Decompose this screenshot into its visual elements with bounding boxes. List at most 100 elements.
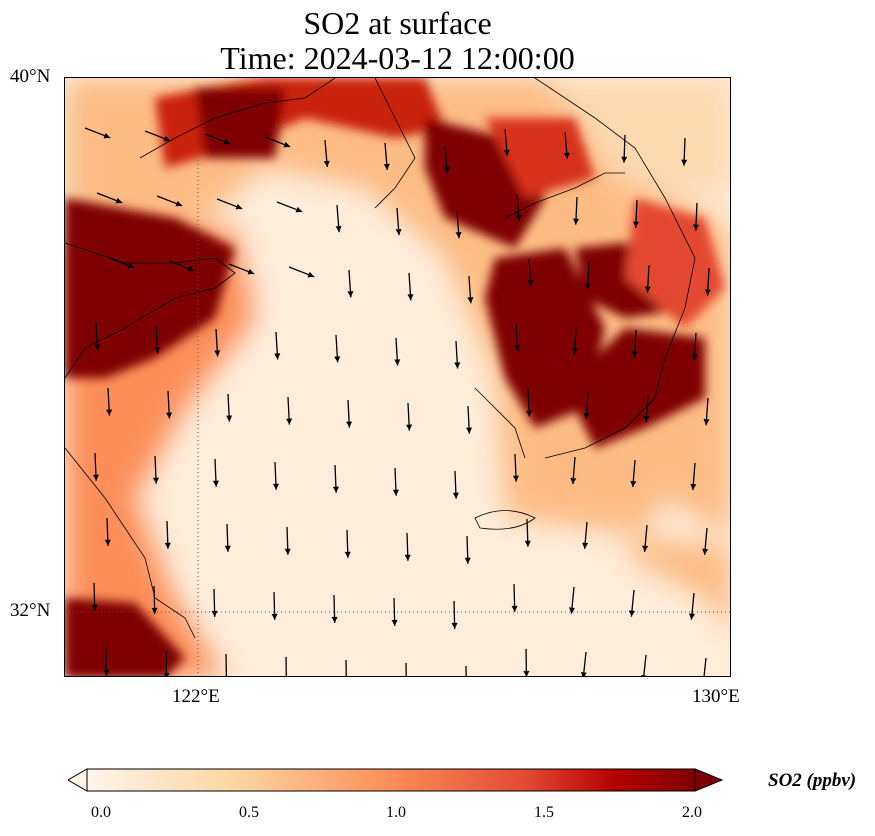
wind-arrow-head bbox=[466, 427, 473, 434]
map-title: SO2 at surface bbox=[303, 5, 492, 41]
wind-arrow-head bbox=[621, 156, 628, 163]
wind-arrow-head bbox=[307, 271, 315, 278]
colorbar-tick: 0.5 bbox=[239, 804, 259, 821]
wind-arrow-head bbox=[569, 607, 575, 614]
wind-arrow-head bbox=[104, 539, 111, 546]
wind-arrow-head bbox=[454, 362, 461, 369]
wind-arrow-head bbox=[103, 132, 111, 139]
wind-arrow-head bbox=[584, 283, 591, 290]
wind-arrow-head bbox=[187, 265, 195, 272]
colorbar-max-extend bbox=[694, 768, 724, 792]
wind-arrow-head bbox=[283, 141, 291, 148]
wind-arrow-head bbox=[451, 622, 458, 629]
wind-arrow-head bbox=[443, 166, 450, 173]
wind-arrow-head bbox=[455, 231, 462, 239]
wind-arrow-head bbox=[271, 613, 278, 620]
wind-arrow-head bbox=[286, 418, 293, 425]
wind-arrow-head bbox=[406, 424, 413, 431]
wind-arrow bbox=[225, 653, 228, 676]
wind-arrow-head bbox=[331, 616, 338, 623]
wind-arrow-head bbox=[115, 197, 123, 204]
wind-arrow-head bbox=[214, 350, 221, 357]
wind-arrow-head bbox=[643, 416, 650, 423]
wind-arrow-head bbox=[583, 413, 590, 420]
wind-arrow-head bbox=[511, 605, 518, 612]
wind-arrow-head bbox=[334, 356, 341, 363]
wind-arrow-head bbox=[688, 613, 695, 620]
wind-arrow-head bbox=[702, 548, 709, 555]
wind-arrow-head bbox=[582, 542, 589, 549]
so2-field bbox=[65, 78, 730, 676]
wind-vectors bbox=[84, 127, 711, 676]
wind-arrow-head bbox=[467, 297, 474, 304]
wind-arrow-head bbox=[247, 268, 255, 275]
so2-map bbox=[64, 77, 731, 677]
wind-arrow-head bbox=[127, 262, 135, 269]
colorbar-label: SO2 (ppbv) bbox=[768, 770, 857, 791]
wind-arrow-head bbox=[284, 548, 291, 555]
wind-arrow-head bbox=[94, 344, 101, 351]
colorbar-tick: 1.5 bbox=[534, 804, 554, 821]
wind-arrow-head bbox=[346, 421, 353, 428]
wind-arrow-head bbox=[503, 149, 510, 156]
wind-arrow-head bbox=[452, 492, 459, 499]
wind-arrow-head bbox=[347, 291, 354, 298]
wind-arrow-head bbox=[681, 159, 688, 166]
wind-arrow-head bbox=[295, 206, 303, 213]
wind-arrow-head bbox=[383, 163, 390, 170]
wind-arrow-head bbox=[106, 409, 113, 416]
wind-arrow-head bbox=[644, 286, 651, 293]
wind-arrow-head bbox=[523, 670, 530, 676]
colorbar-tick: 1.0 bbox=[386, 804, 406, 821]
wind-arrow-head bbox=[323, 160, 330, 167]
wind-arrow-head bbox=[211, 610, 218, 617]
wind-arrow-head bbox=[344, 551, 351, 558]
wind-arrow-head bbox=[151, 607, 158, 614]
wind-arrow-head bbox=[92, 474, 99, 481]
colorbar-tick: 0.0 bbox=[91, 804, 111, 821]
wind-arrow-head bbox=[395, 228, 402, 236]
wind-arrow-head bbox=[394, 359, 401, 366]
wind-arrow-head bbox=[690, 483, 697, 491]
wind-arrow-head bbox=[570, 477, 577, 485]
wind-arrow-head bbox=[404, 554, 411, 561]
wind-arrow-head bbox=[703, 419, 710, 426]
wind-arrow-head bbox=[175, 200, 183, 207]
wind-arrow-head bbox=[524, 540, 531, 547]
lat-label-40: 40°N bbox=[10, 66, 51, 87]
wind-arrow-head bbox=[704, 289, 711, 296]
map-time: Time: 2024-03-12 12:00:00 bbox=[220, 40, 575, 76]
wind-arrow-head bbox=[571, 348, 578, 355]
lon-label-130: 130°E bbox=[692, 686, 740, 707]
wind-arrow-head bbox=[163, 135, 171, 142]
wind-arrow-head bbox=[512, 475, 519, 482]
wind-arrow-head bbox=[163, 672, 170, 676]
wind-arrow-head bbox=[693, 224, 699, 231]
wind-arrow-head bbox=[154, 347, 161, 354]
wind-arrow-head bbox=[563, 152, 570, 159]
wind-arrow-head bbox=[226, 415, 233, 422]
lat-label-32: 32°N bbox=[10, 600, 51, 621]
colorbar bbox=[68, 768, 724, 792]
wind-arrow-head bbox=[223, 675, 230, 676]
wind-arrow-head bbox=[274, 353, 281, 360]
wind-arrow-head bbox=[526, 410, 533, 417]
wind-arrow-head bbox=[272, 483, 279, 490]
wind-arrow-head bbox=[580, 672, 587, 676]
wind-arrow-head bbox=[212, 480, 219, 487]
wind-arrow-head bbox=[164, 542, 171, 549]
wind-arrow-head bbox=[391, 619, 398, 626]
wind-arrow-head bbox=[642, 545, 649, 552]
wind-arrow-head bbox=[407, 294, 414, 301]
colorbar-tick: 2.0 bbox=[682, 804, 702, 821]
wind-arrow-head bbox=[332, 486, 339, 493]
wind-arrow-head bbox=[91, 604, 98, 611]
wind-arrow-head bbox=[224, 545, 231, 552]
wind-arrow-head bbox=[691, 354, 698, 361]
wind-arrow-head bbox=[335, 225, 342, 233]
wind-arrow-head bbox=[392, 489, 399, 496]
wind-arrow bbox=[643, 654, 647, 676]
wind-arrow-head bbox=[515, 214, 522, 222]
wind-arrow-head bbox=[514, 345, 521, 352]
wind-arrow-head bbox=[235, 203, 243, 210]
